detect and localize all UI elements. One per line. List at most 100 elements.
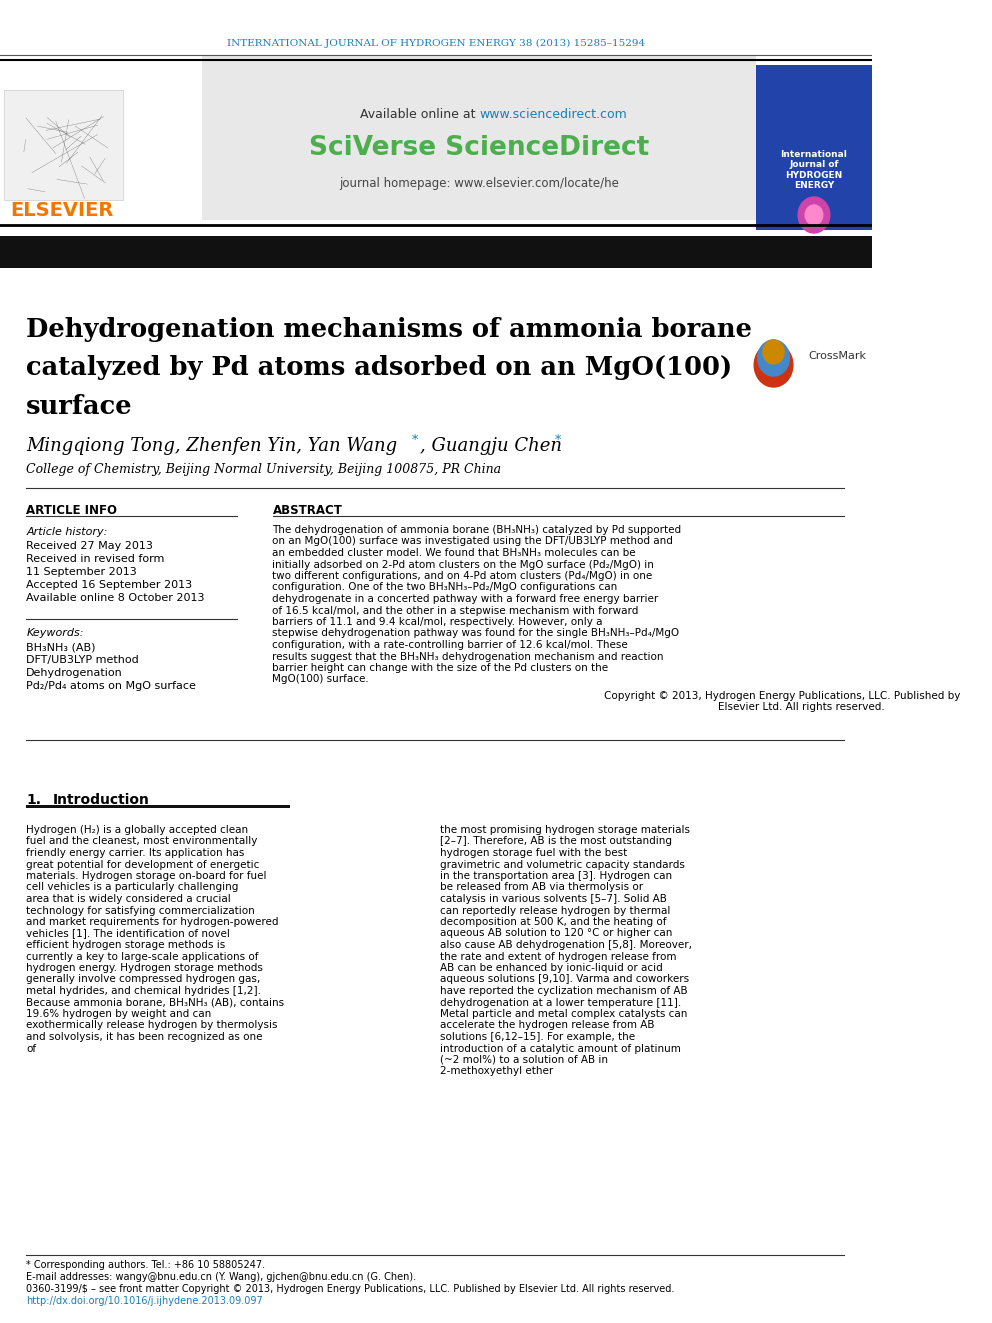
- Text: ELSEVIER: ELSEVIER: [10, 201, 113, 220]
- Text: can reportedly release hydrogen by thermal: can reportedly release hydrogen by therm…: [439, 905, 670, 916]
- Text: International
Journal of
HYDROGEN
ENERGY: International Journal of HYDROGEN ENERGY: [781, 149, 847, 191]
- Text: MgO(100) surface.: MgO(100) surface.: [273, 675, 369, 684]
- Text: gravimetric and volumetric capacity standards: gravimetric and volumetric capacity stan…: [439, 860, 684, 869]
- Text: great potential for development of energetic: great potential for development of energ…: [27, 860, 260, 869]
- Circle shape: [799, 197, 829, 233]
- Text: (~2 mol%) to a solution of AB in: (~2 mol%) to a solution of AB in: [439, 1054, 607, 1065]
- Text: 0360-3199/$ – see front matter Copyright © 2013, Hydrogen Energy Publications, L: 0360-3199/$ – see front matter Copyright…: [27, 1285, 675, 1294]
- Text: accelerate the hydrogen release from AB: accelerate the hydrogen release from AB: [439, 1020, 654, 1031]
- Bar: [0, 75, 202, 230]
- Text: catalysis in various solvents [5–7]. Solid AB: catalysis in various solvents [5–7]. Sol…: [439, 894, 667, 904]
- Text: *: *: [555, 434, 560, 447]
- Text: hydrogen energy. Hydrogen storage methods: hydrogen energy. Hydrogen storage method…: [27, 963, 263, 972]
- Circle shape: [806, 205, 822, 225]
- Text: area that is widely considered a crucial: area that is widely considered a crucial: [27, 894, 231, 904]
- Text: metal hydrides, and chemical hydrides [1,2].: metal hydrides, and chemical hydrides [1…: [27, 986, 261, 996]
- Bar: [0, 235, 872, 269]
- Text: [2–7]. Therefore, AB is the most outstanding: [2–7]. Therefore, AB is the most outstan…: [439, 836, 672, 847]
- Text: fuel and the cleanest, most environmentally: fuel and the cleanest, most environmenta…: [27, 836, 258, 847]
- Text: dehydrogenation at a lower temperature [11].: dehydrogenation at a lower temperature […: [439, 998, 681, 1008]
- Text: two different configurations, and on 4-Pd atom clusters (Pd₄/MgO) in one: two different configurations, and on 4-P…: [273, 572, 653, 581]
- Text: journal homepage: www.elsevier.com/locate/he: journal homepage: www.elsevier.com/locat…: [339, 177, 619, 191]
- Text: configuration. One of the two BH₃NH₃–Pd₂/MgO configurations can: configuration. One of the two BH₃NH₃–Pd₂…: [273, 582, 618, 593]
- Text: Received 27 May 2013: Received 27 May 2013: [27, 541, 153, 550]
- Text: also cause AB dehydrogenation [5,8]. Moreover,: also cause AB dehydrogenation [5,8]. Mor…: [439, 941, 691, 950]
- Text: materials. Hydrogen storage on-board for fuel: materials. Hydrogen storage on-board for…: [27, 871, 267, 881]
- Text: Received in revised form: Received in revised form: [27, 554, 165, 564]
- Text: vehicles [1]. The identification of novel: vehicles [1]. The identification of nove…: [27, 929, 230, 938]
- Text: be released from AB via thermolysis or: be released from AB via thermolysis or: [439, 882, 643, 893]
- Text: , Guangju Chen: , Guangju Chen: [421, 437, 562, 455]
- Text: Article history:: Article history:: [27, 527, 108, 537]
- Text: introduction of a catalytic amount of platinum: introduction of a catalytic amount of pl…: [439, 1044, 681, 1053]
- Text: efficient hydrogen storage methods is: efficient hydrogen storage methods is: [27, 941, 225, 950]
- Text: Keywords:: Keywords:: [27, 628, 84, 638]
- Text: 11 September 2013: 11 September 2013: [27, 568, 137, 577]
- Text: SciVerse ScienceDirect: SciVerse ScienceDirect: [309, 135, 649, 161]
- Text: 2-methoxyethyl ether: 2-methoxyethyl ether: [439, 1066, 553, 1077]
- Text: solutions [6,12–15]. For example, the: solutions [6,12–15]. For example, the: [439, 1032, 635, 1043]
- Text: Copyright © 2013, Hydrogen Energy Publications, LLC. Published by: Copyright © 2013, Hydrogen Energy Public…: [604, 691, 960, 701]
- Text: an embedded cluster model. We found that BH₃NH₃ molecules can be: an embedded cluster model. We found that…: [273, 548, 636, 558]
- Text: configuration, with a rate-controlling barrier of 12.6 kcal/mol. These: configuration, with a rate-controlling b…: [273, 640, 628, 650]
- Text: of: of: [27, 1044, 37, 1053]
- Text: Because ammonia borane, BH₃NH₃ (AB), contains: Because ammonia borane, BH₃NH₃ (AB), con…: [27, 998, 285, 1008]
- Text: 1.: 1.: [27, 792, 42, 807]
- Text: ABSTRACT: ABSTRACT: [273, 504, 342, 516]
- Text: dehydrogenate in a concerted pathway with a forward free energy barrier: dehydrogenate in a concerted pathway wit…: [273, 594, 659, 605]
- Text: exothermically release hydrogen by thermolysis: exothermically release hydrogen by therm…: [27, 1020, 278, 1031]
- Text: barriers of 11.1 and 9.4 kcal/mol, respectively. However, only a: barriers of 11.1 and 9.4 kcal/mol, respe…: [273, 617, 603, 627]
- Text: hydrogen storage fuel with the best: hydrogen storage fuel with the best: [439, 848, 627, 859]
- Text: stepwise dehydrogenation pathway was found for the single BH₃NH₃–Pd₄/MgO: stepwise dehydrogenation pathway was fou…: [273, 628, 680, 639]
- Text: Hydrogen (H₂) is a globally accepted clean: Hydrogen (H₂) is a globally accepted cle…: [27, 826, 248, 835]
- Text: have reported the cyclization mechanism of AB: have reported the cyclization mechanism …: [439, 986, 687, 996]
- Text: in the transportation area [3]. Hydrogen can: in the transportation area [3]. Hydrogen…: [439, 871, 672, 881]
- Text: aqueous AB solution to 120 °C or higher can: aqueous AB solution to 120 °C or higher …: [439, 929, 672, 938]
- Text: BH₃NH₃ (AB): BH₃NH₃ (AB): [27, 642, 96, 652]
- Text: Pd₂/Pd₄ atoms on MgO surface: Pd₂/Pd₄ atoms on MgO surface: [27, 681, 196, 691]
- Text: and market requirements for hydrogen-powered: and market requirements for hydrogen-pow…: [27, 917, 279, 927]
- Text: E-mail addresses: wangy@bnu.edu.cn (Y. Wang), gjchen@bnu.edu.cn (G. Chen).: E-mail addresses: wangy@bnu.edu.cn (Y. W…: [27, 1271, 417, 1282]
- Circle shape: [758, 340, 790, 376]
- Bar: [27, 804, 290, 808]
- Text: cell vehicles is a particularly challenging: cell vehicles is a particularly challeng…: [27, 882, 239, 893]
- Text: on an MgO(100) surface was investigated using the DFT/UB3LYP method and: on an MgO(100) surface was investigated …: [273, 537, 674, 546]
- Text: aqueous solutions [9,10]. Varma and coworkers: aqueous solutions [9,10]. Varma and cowo…: [439, 975, 688, 984]
- Text: currently a key to large-scale applications of: currently a key to large-scale applicati…: [27, 951, 259, 962]
- Text: decomposition at 500 K, and the heating of: decomposition at 500 K, and the heating …: [439, 917, 666, 927]
- Text: friendly energy carrier. Its application has: friendly energy carrier. Its application…: [27, 848, 245, 859]
- Text: Available online 8 October 2013: Available online 8 October 2013: [27, 593, 205, 603]
- Text: Introduction: Introduction: [53, 792, 150, 807]
- Text: Dehydrogenation: Dehydrogenation: [27, 668, 123, 677]
- Text: Metal particle and metal complex catalysts can: Metal particle and metal complex catalys…: [439, 1009, 686, 1019]
- Text: catalyzed by Pd atoms adsorbed on an MgO(100): catalyzed by Pd atoms adsorbed on an MgO…: [27, 356, 733, 381]
- Bar: [202, 56, 756, 220]
- Text: the rate and extent of hydrogen release from: the rate and extent of hydrogen release …: [439, 951, 676, 962]
- Text: technology for satisfying commercialization: technology for satisfying commercializat…: [27, 905, 255, 916]
- Text: the most promising hydrogen storage materials: the most promising hydrogen storage mate…: [439, 826, 689, 835]
- Circle shape: [763, 340, 784, 364]
- Text: Dehydrogenation mechanisms of ammonia borane: Dehydrogenation mechanisms of ammonia bo…: [27, 318, 752, 343]
- Text: initially adsorbed on 2-Pd atom clusters on the MgO surface (Pd₂/MgO) in: initially adsorbed on 2-Pd atom clusters…: [273, 560, 655, 569]
- Text: Available online at: Available online at: [359, 108, 479, 122]
- Text: CrossMark: CrossMark: [808, 351, 867, 361]
- Text: Elsevier Ltd. All rights reserved.: Elsevier Ltd. All rights reserved.: [718, 703, 885, 712]
- Text: www.sciencedirect.com: www.sciencedirect.com: [479, 108, 627, 122]
- Text: http://dx.doi.org/10.1016/j.ijhydene.2013.09.097: http://dx.doi.org/10.1016/j.ijhydene.201…: [27, 1297, 263, 1306]
- Bar: [756, 65, 872, 230]
- Text: 19.6% hydrogen by weight and can: 19.6% hydrogen by weight and can: [27, 1009, 211, 1019]
- Text: *: *: [412, 434, 418, 447]
- Text: of 16.5 kcal/mol, and the other in a stepwise mechanism with forward: of 16.5 kcal/mol, and the other in a ste…: [273, 606, 639, 615]
- Text: Accepted 16 September 2013: Accepted 16 September 2013: [27, 579, 192, 590]
- Bar: [4, 90, 123, 200]
- Text: College of Chemistry, Beijing Normal University, Beijing 100875, PR China: College of Chemistry, Beijing Normal Uni…: [27, 463, 502, 476]
- Text: results suggest that the BH₃NH₃ dehydrogenation mechanism and reaction: results suggest that the BH₃NH₃ dehydrog…: [273, 651, 664, 662]
- Text: INTERNATIONAL JOURNAL OF HYDROGEN ENERGY 38 (2013) 15285–15294: INTERNATIONAL JOURNAL OF HYDROGEN ENERGY…: [227, 38, 645, 48]
- Text: surface: surface: [27, 393, 133, 418]
- Text: AB can be enhanced by ionic-liquid or acid: AB can be enhanced by ionic-liquid or ac…: [439, 963, 663, 972]
- Text: generally involve compressed hydrogen gas,: generally involve compressed hydrogen ga…: [27, 975, 261, 984]
- Text: and solvolysis, it has been recognized as one: and solvolysis, it has been recognized a…: [27, 1032, 263, 1043]
- Text: ARTICLE INFO: ARTICLE INFO: [27, 504, 117, 516]
- Text: The dehydrogenation of ammonia borane (BH₃NH₃) catalyzed by Pd supported: The dehydrogenation of ammonia borane (B…: [273, 525, 682, 534]
- Text: DFT/UB3LYP method: DFT/UB3LYP method: [27, 655, 139, 665]
